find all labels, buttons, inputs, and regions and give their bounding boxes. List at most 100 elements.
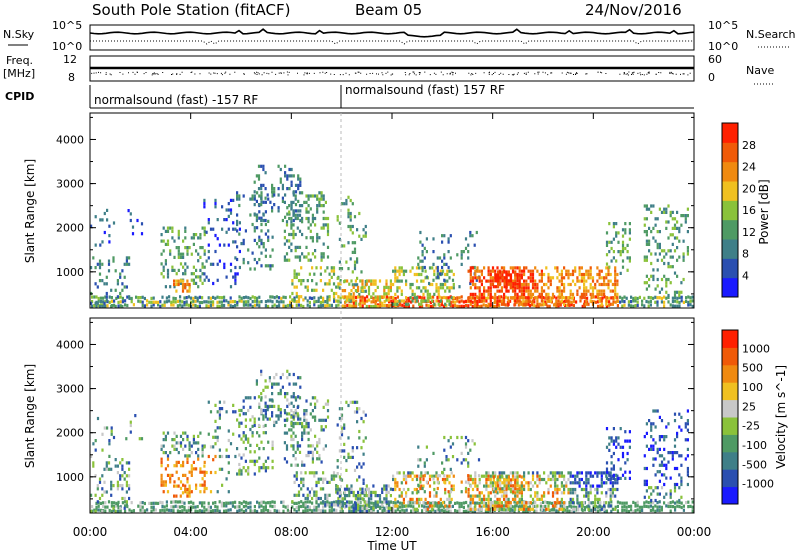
range-gate-cell xyxy=(176,304,179,308)
range-gate-cell xyxy=(203,483,206,487)
range-gate-cell xyxy=(381,301,384,305)
range-gate-cell xyxy=(560,272,563,277)
range-gate-cell xyxy=(478,491,481,495)
range-gate-cell xyxy=(275,299,278,303)
range-gate-cell xyxy=(617,436,620,440)
range-gate-cell xyxy=(292,421,295,426)
range-gate-cell xyxy=(186,491,189,495)
range-gate-cell xyxy=(547,504,550,508)
range-gate-cell xyxy=(173,444,176,448)
range-gate-cell xyxy=(227,429,230,433)
range-gate-cell xyxy=(266,408,269,412)
range-gate-cell xyxy=(176,500,179,504)
range-gate-cell xyxy=(656,230,659,234)
range-gate-cell xyxy=(374,494,377,498)
range-gate-cell xyxy=(201,444,204,448)
range-gate-cell xyxy=(116,282,119,286)
range-gate-cell xyxy=(503,276,506,280)
range-gate-cell xyxy=(531,507,535,511)
range-gate-cell xyxy=(424,289,427,293)
range-gate-cell xyxy=(523,302,526,306)
range-gate-cell xyxy=(242,453,245,457)
range-gate-cell xyxy=(236,219,239,223)
range-gate-cell xyxy=(343,442,346,446)
range-gate-cell xyxy=(663,435,666,439)
range-gate-cell xyxy=(292,193,295,197)
range-gate-cell xyxy=(288,239,291,243)
range-gate-cell xyxy=(605,276,608,280)
range-gate-cell xyxy=(684,457,687,461)
range-gate-cell xyxy=(330,505,333,509)
range-gate-cell xyxy=(253,203,256,207)
range-gate-cell xyxy=(669,451,672,455)
range-gate-cell xyxy=(494,285,497,289)
range-gate-cell xyxy=(431,504,434,508)
range-gate-cell xyxy=(512,487,515,491)
range-gate-cell xyxy=(433,474,436,478)
range-gate-cell xyxy=(607,279,610,283)
range-gate-cell xyxy=(566,505,569,510)
range-gate-cell xyxy=(182,447,185,451)
range-gate-cell xyxy=(499,273,502,277)
range-gate-cell xyxy=(184,272,187,276)
range-gate-cell xyxy=(296,245,299,249)
range-gate-cell xyxy=(496,507,499,511)
range-gate-cell xyxy=(166,457,170,461)
range-gate-cell xyxy=(686,249,689,253)
range-gate-cell xyxy=(514,289,517,293)
range-gate-cell xyxy=(514,279,517,283)
range-gate-cell xyxy=(464,490,468,494)
range-gate-cell xyxy=(383,299,386,304)
range-gate-cell xyxy=(650,204,653,208)
range-gate-cell xyxy=(624,470,627,474)
range-gate-cell xyxy=(97,299,100,303)
range-gate-cell xyxy=(485,289,488,293)
range-gate-cell xyxy=(247,300,250,304)
range-gate-cell xyxy=(394,292,397,296)
range-gate-cell xyxy=(103,304,106,309)
range-gate-cell xyxy=(663,501,666,505)
range-gate-cell xyxy=(283,255,286,259)
range-gate-cell xyxy=(564,296,567,300)
range-gate-cell xyxy=(476,286,479,290)
range-gate-cell xyxy=(198,300,201,305)
range-gate-cell xyxy=(656,470,659,474)
range-gate-cell xyxy=(396,300,399,304)
range-gate-cell xyxy=(478,304,481,309)
range-gate-cell xyxy=(456,435,459,440)
colorbar-swatch xyxy=(722,399,738,418)
range-gate-cell xyxy=(435,299,438,303)
range-gate-cell xyxy=(436,275,439,279)
range-gate-cell xyxy=(295,501,298,505)
range-gate-cell xyxy=(236,197,239,201)
range-gate-cell xyxy=(304,500,307,504)
range-gate-cell xyxy=(358,462,361,466)
range-gate-cell xyxy=(251,459,254,463)
x-tick-label: 12:00 xyxy=(375,525,410,539)
range-gate-cell xyxy=(505,491,508,495)
range-gate-cell xyxy=(586,296,589,300)
range-gate-cell xyxy=(501,490,504,494)
range-gate-cell xyxy=(326,216,330,221)
range-gate-cell xyxy=(583,272,586,277)
range-gate-cell xyxy=(652,438,655,442)
range-gate-cell xyxy=(469,269,472,273)
range-gate-cell xyxy=(125,500,128,504)
range-gate-cell xyxy=(432,451,435,455)
range-gate-cell xyxy=(354,497,357,501)
range-gate-cell xyxy=(214,419,217,423)
range-gate-cell xyxy=(186,487,189,492)
range-gate-cell xyxy=(424,269,427,273)
range-gate-cell xyxy=(286,212,289,216)
colorbar-swatch xyxy=(722,469,738,488)
range-gate-cell xyxy=(523,286,526,290)
cpid-text-1: normalsound (fast) -157 RF xyxy=(94,93,258,107)
range-gate-cell xyxy=(543,289,546,293)
range-gate-cell xyxy=(214,202,217,206)
range-gate-cell xyxy=(341,295,344,299)
range-gate-cell xyxy=(347,452,350,456)
range-gate-cell xyxy=(687,500,690,504)
range-gate-cell xyxy=(198,295,201,299)
range-gate-cell xyxy=(424,299,427,303)
range-gate-cell xyxy=(190,296,193,300)
